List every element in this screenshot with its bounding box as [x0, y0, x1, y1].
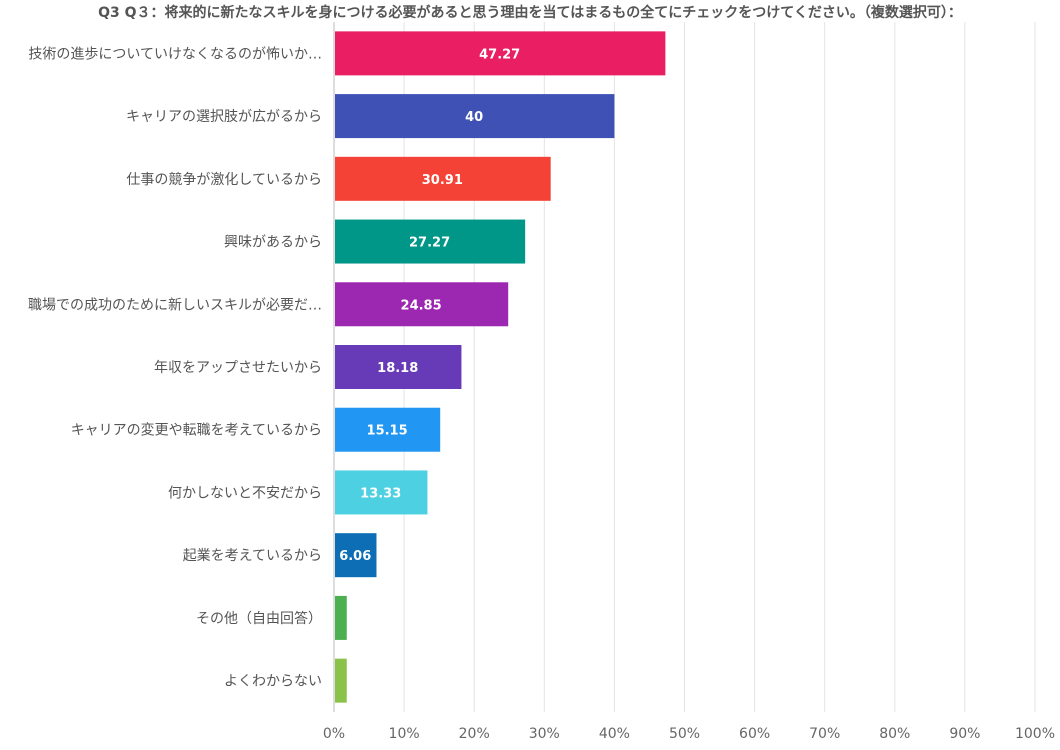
bar [335, 282, 509, 327]
bars: 47.27 40 30.91 27.27 24.85 18.18 15.15 13.33 6.0… [335, 31, 666, 703]
bar [335, 595, 347, 640]
category-label: 何かしないと不安だから [168, 485, 322, 501]
bar [335, 533, 377, 578]
x-tick-label: 40% [599, 726, 630, 742]
category-label: 起業を考えているから [183, 548, 322, 564]
x-tick-label: 60% [739, 726, 770, 742]
x-tick-label: 100% [1015, 726, 1055, 742]
category-label: 仕事の競争が激化しているから [126, 171, 322, 188]
x-tick-label: 50% [669, 726, 700, 742]
bar [335, 658, 347, 703]
category-label: キャリアの選択肢が広がるから [126, 109, 322, 125]
x-tick-label: 20% [459, 726, 490, 742]
data-label: 18.18 [377, 361, 418, 376]
data-label: 13.33 [360, 486, 401, 501]
category-label: よくわからない [224, 674, 322, 690]
data-label: 30.91 [422, 173, 463, 188]
bar [335, 31, 666, 76]
chart-title: Q3 Q３：将来的に新たなスキルを身につける必要があると思う理由を当てはまるもの… [98, 5, 962, 21]
category-label: 年収をアップさせたいから [154, 360, 322, 376]
category-label: 職場での成功のために新しいスキルが必要だ… [28, 297, 322, 313]
category-label: 興味があるから [224, 235, 322, 251]
x-tick-label: 0% [323, 726, 345, 742]
bar [335, 345, 462, 389]
data-label: 15.15 [367, 424, 408, 439]
x-tick-label: 80% [879, 726, 910, 742]
bar [335, 470, 428, 515]
data-label: 6.06 [339, 549, 371, 564]
bar [335, 407, 441, 452]
data-label: 47.27 [479, 47, 520, 62]
x-tick-label: 30% [529, 726, 560, 742]
data-label: 24.85 [401, 298, 442, 313]
category-labels: 技術の進歩についていけなくなるのが怖いか… キャリアの選択肢が広がるから仕事の競争… [28, 45, 322, 689]
bar [335, 94, 615, 139]
x-tick-label: 90% [949, 726, 980, 742]
category-label: キャリアの変更や転職を考えているから [71, 422, 322, 439]
data-label: 40 [465, 110, 483, 125]
bar [335, 219, 526, 264]
x-axis-ticks: 0% 10% 20% 30% 40% 50% 60% 70% 80% 90% 100% [323, 726, 1055, 742]
category-label: その他（自由回答） [196, 610, 322, 627]
bar [335, 156, 551, 201]
x-tick-label: 70% [809, 726, 840, 742]
data-label: 27.27 [409, 236, 450, 251]
x-tick-label: 10% [389, 726, 420, 742]
category-label: 技術の進歩についていけなくなるのが怖いか… [28, 45, 322, 62]
grid-lines [333, 22, 1036, 712]
